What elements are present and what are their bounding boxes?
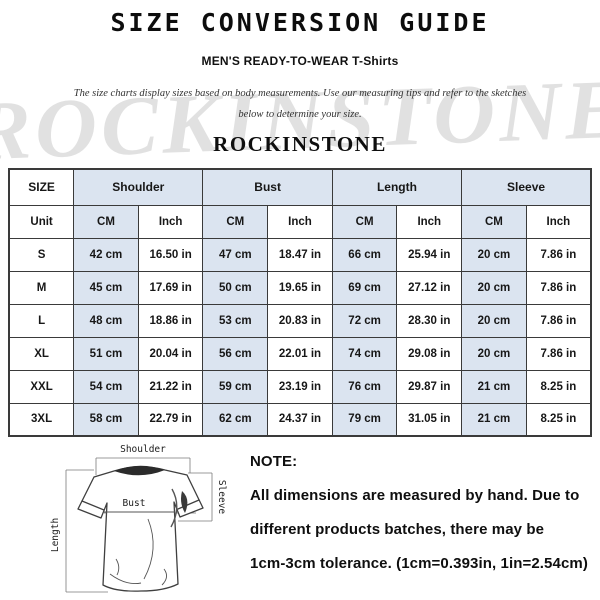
unit-row-label: Unit	[8, 204, 75, 239]
measurement-cell: 20 cm	[461, 270, 527, 305]
measurement-cell: 20 cm	[461, 237, 527, 272]
measurement-cell: 20.83 in	[267, 303, 333, 338]
unit-header-cell: Inch	[267, 204, 333, 239]
measurement-cell: 72 cm	[331, 303, 398, 338]
note-line-3: 1cm-3cm tolerance. (1cm=0.393in, 1in=2.5…	[250, 555, 588, 572]
size-label-cell: L	[8, 303, 75, 338]
size-label-cell: 3XL	[8, 402, 75, 437]
measurement-cell: 29.08 in	[396, 336, 463, 371]
description-line-2: below to determine your size.	[238, 109, 362, 120]
measurement-cell: 74 cm	[331, 336, 398, 371]
measurement-cell: 45 cm	[73, 270, 139, 305]
description-line-1: The size charts display sizes based on b…	[73, 88, 527, 99]
measurement-cell: 54 cm	[73, 369, 139, 404]
measurement-cell: 25.94 in	[396, 237, 463, 272]
measurement-cell: 59 cm	[202, 369, 269, 404]
unit-header-cell: CM	[461, 204, 527, 239]
measurement-cell: 18.47 in	[267, 237, 333, 272]
unit-header-cell: CM	[202, 204, 269, 239]
measurement-cell: 20.04 in	[137, 336, 204, 371]
size-row-m: M 45 cm 17.69 in 50 cm 19.65 in 69 cm 27.12 in…	[8, 270, 592, 305]
measurement-cell: 20 cm	[461, 303, 527, 338]
measurement-cell: 8.25 in	[525, 402, 592, 437]
measurement-cell: 7.86 in	[525, 336, 592, 371]
unit-header-cell: Inch	[525, 204, 592, 239]
unit-header-cell: Inch	[396, 204, 463, 239]
sleeve-shadow	[181, 491, 188, 513]
measurement-cell: 21 cm	[461, 402, 527, 437]
measurement-cell: 23.19 in	[267, 369, 333, 404]
measurement-cell: 58 cm	[73, 402, 139, 437]
measurement-cell: 62 cm	[202, 402, 269, 437]
brand-name: ROCKINSTONE	[213, 132, 387, 156]
sketch-wrinkles	[104, 488, 178, 586]
size-row-3xl: 3XL 58 cm 22.79 in 62 cm 24.37 in 79 cm 31.05 …	[8, 402, 592, 437]
size-row-xl: XL 51 cm 20.04 in 56 cm 22.01 in 74 cm 29.08 i…	[8, 336, 592, 371]
tshirt-outline	[77, 465, 204, 592]
size-column-header: SIZE	[8, 168, 75, 206]
unit-header-cell: Inch	[137, 204, 204, 239]
measurement-cell: 76 cm	[331, 369, 398, 404]
measure-group-header: Bust	[202, 168, 333, 206]
measure-group-header: Sleeve	[461, 168, 592, 206]
note-section: NOTE: All dimensions are measured by han…	[250, 445, 588, 581]
measure-group-header: Length	[331, 168, 463, 206]
subtitle: MEN'S READY-TO-WEAR T-Shirts	[201, 54, 399, 68]
page-title: SIZE CONVERSION GUIDE	[110, 8, 490, 37]
size-guide-page: SIZE CONVERSION GUIDE MEN'S READY-TO-WEA…	[0, 8, 600, 600]
measurement-cell: 22.79 in	[137, 402, 204, 437]
measurement-cell: 66 cm	[331, 237, 398, 272]
size-label-cell: S	[8, 237, 75, 272]
tshirt-sketch: Shoulder Bust Length Sleeve	[50, 444, 227, 593]
measurement-cell: 8.25 in	[525, 369, 592, 404]
size-label-cell: XL	[8, 336, 75, 371]
size-conversion-table: SIZE Shoulder Bust Length Sleeve Unit CM Inch CM…	[8, 168, 592, 437]
measurement-cell: 79 cm	[331, 402, 398, 437]
measurement-cell: 69 cm	[331, 270, 398, 305]
unit-row: Unit CM Inch CM Inch CM Inch CM Inch	[8, 204, 592, 239]
measurement-cell: 53 cm	[202, 303, 269, 338]
measure-group-header: Shoulder	[73, 168, 204, 206]
length-diagram-label: Length	[50, 518, 61, 552]
measurement-cell: 7.86 in	[525, 270, 592, 305]
table-header-row: SIZE Shoulder Bust Length Sleeve	[8, 168, 592, 206]
size-row-l: L 48 cm 18.86 in 53 cm 20.83 in 72 cm 28.30 in…	[8, 303, 592, 338]
unit-header-cell: CM	[331, 204, 398, 239]
size-label-cell: M	[8, 270, 75, 305]
measurement-cell: 29.87 in	[396, 369, 463, 404]
measurement-cell: 50 cm	[202, 270, 269, 305]
measurement-cell: 18.86 in	[137, 303, 204, 338]
description-text: The size charts display sizes based on b…	[0, 83, 600, 125]
measurement-cell: 17.69 in	[137, 270, 204, 305]
measurement-cell: 16.50 in	[137, 237, 204, 272]
note-heading: NOTE:	[250, 453, 298, 470]
note-line-1: All dimensions are measured by hand. Due…	[250, 487, 580, 504]
bust-diagram-label: Bust	[123, 498, 146, 509]
measurement-cell: 7.86 in	[525, 303, 592, 338]
measurement-cell: 20 cm	[461, 336, 527, 371]
tshirt-measurement-diagram: Shoulder Bust Length Sleeve	[44, 439, 244, 600]
measurement-cell: 51 cm	[73, 336, 139, 371]
measurement-cell: 48 cm	[73, 303, 139, 338]
sleeve-diagram-label: Sleeve	[216, 480, 227, 515]
measurement-cell: 27.12 in	[396, 270, 463, 305]
measurement-cell: 28.30 in	[396, 303, 463, 338]
measurement-cell: 31.05 in	[396, 402, 463, 437]
measurement-cell: 21.22 in	[137, 369, 204, 404]
size-row-s: S 42 cm 16.50 in 47 cm 18.47 in 66 cm 25.94 in…	[8, 237, 592, 272]
measurement-cell: 24.37 in	[267, 402, 333, 437]
measurement-cell: 56 cm	[202, 336, 269, 371]
note-line-2: different products batches, there may be	[250, 521, 545, 538]
shoulder-diagram-label: Shoulder	[120, 444, 166, 455]
size-row-xxl: XXL 54 cm 21.22 in 59 cm 23.19 in 76 cm 29.87 …	[8, 369, 592, 404]
size-label-cell: XXL	[8, 369, 75, 404]
measurement-cell: 7.86 in	[525, 237, 592, 272]
bottom-section: Shoulder Bust Length Sleeve NOTE: All di…	[0, 437, 600, 600]
measurement-cell: 42 cm	[73, 237, 139, 272]
measurement-cell: 19.65 in	[267, 270, 333, 305]
unit-header-cell: CM	[73, 204, 139, 239]
measurement-cell: 22.01 in	[267, 336, 333, 371]
measurement-cell: 47 cm	[202, 237, 269, 272]
measurement-cell: 21 cm	[461, 369, 527, 404]
